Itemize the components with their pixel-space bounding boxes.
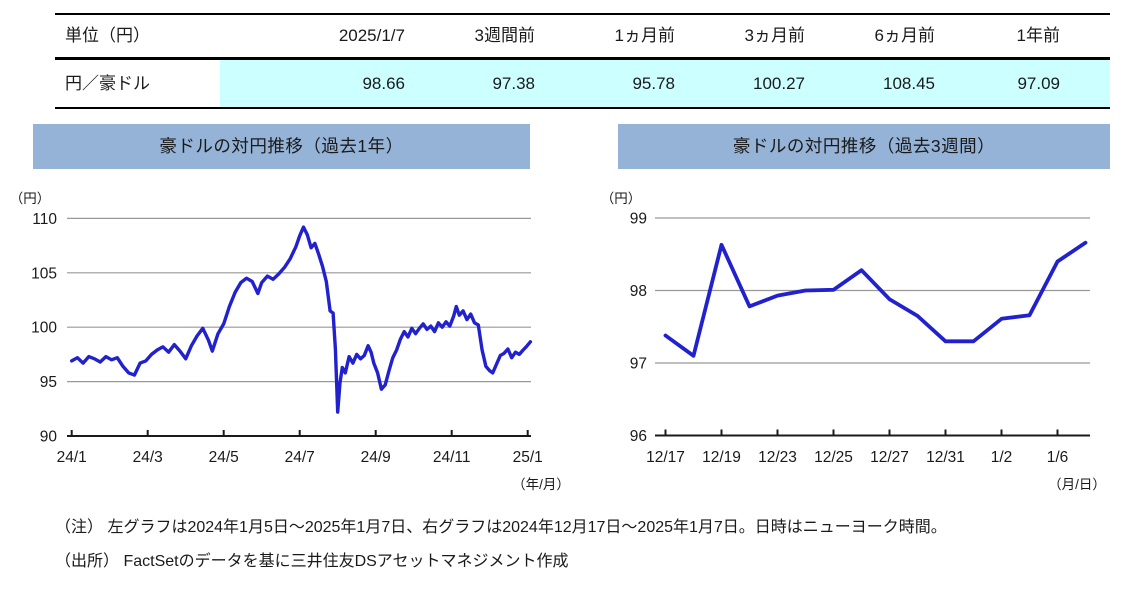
y-tick-label: 96	[630, 428, 647, 445]
x-tick-label: 1/6	[1047, 449, 1069, 466]
x-tick-label: 24/9	[361, 449, 391, 466]
table-header-latest: 2025/1/7	[338, 26, 405, 45]
table-header-1m: 1ヵ月前	[614, 26, 675, 45]
price-line	[663, 240, 1088, 358]
x-tick-label: 12/17	[646, 449, 685, 466]
source-text: （出所） FactSetのデータを基に三井住友DSアセットマネジメント作成	[55, 553, 569, 570]
rate-6m-ago: 108.45	[805, 60, 935, 107]
y-tick-label: 110	[32, 211, 57, 228]
y-tick-label: 98	[630, 283, 647, 300]
x-tick-label: 12/25	[814, 449, 853, 466]
price-line	[69, 225, 533, 414]
left-chart-title-band: 豪ドルの対円推移（過去1年）	[33, 124, 530, 169]
y-tick-label: 90	[40, 429, 58, 446]
x-tick-label: 12/31	[926, 449, 965, 466]
rate-3w-ago: 97.38	[405, 60, 535, 107]
pair-label: 円／豪ドル	[65, 74, 150, 93]
x-axis-note: （月/日）	[1048, 477, 1106, 492]
x-tick-label: 12/19	[702, 449, 741, 466]
x-tick-label: 24/3	[133, 449, 163, 466]
x-tick-label: 25/1	[513, 449, 543, 466]
left-chart: 90 95 100 105 110 24/1 24/3 24/5 24/7 24/9 24/11 25…	[10, 191, 570, 492]
rate-latest: 98.66	[220, 60, 405, 107]
y-unit-label: （円）	[10, 191, 51, 206]
x-axis-note: （年/月）	[512, 477, 570, 492]
y-tick-label: 105	[31, 265, 57, 282]
x-tick-label: 24/11	[433, 449, 471, 466]
rate-1y-ago: 97.09	[935, 60, 1110, 107]
x-tick-label: 24/1	[57, 449, 87, 466]
x-tick-label: 24/7	[285, 449, 315, 466]
rate-table-data-row: 円／豪ドル 98.66 97.38 95.78 100.27 108.45 97…	[55, 60, 1110, 107]
rate-3m-ago: 100.27	[675, 60, 805, 107]
rate-table-header-row: 単位（円） 2025/1/7 3週間前 1ヵ月前 3ヵ月前 6ヵ月前 1年前	[55, 15, 1110, 60]
x-tick-label: 12/23	[758, 449, 797, 466]
y-unit-label: （円）	[601, 191, 642, 206]
right-chart-title: 豪ドルの対円推移（過去3週間）	[732, 136, 996, 156]
table-header-3m: 3ヵ月前	[744, 26, 805, 45]
x-tick-label: 1/2	[991, 449, 1013, 466]
rate-1m-ago: 95.78	[535, 60, 675, 107]
y-tick-label: 95	[40, 374, 57, 391]
right-chart: 96 97 98 99 12/17 12/19 12/23 12/25 12/27 12/31 1/…	[601, 191, 1106, 492]
rate-table: 単位（円） 2025/1/7 3週間前 1ヵ月前 3ヵ月前 6ヵ月前 1年前 円…	[55, 13, 1110, 109]
y-tick-label: 97	[630, 356, 647, 373]
table-header-6m: 6ヵ月前	[874, 26, 935, 45]
table-header-1y: 1年前	[1016, 26, 1060, 45]
y-tick-label: 100	[31, 320, 57, 337]
table-header-3w: 3週間前	[474, 26, 535, 45]
right-chart-title-band: 豪ドルの対円推移（過去3週間）	[618, 124, 1110, 169]
left-chart-title: 豪ドルの対円推移（過去1年）	[159, 136, 404, 156]
y-tick-label: 99	[630, 211, 647, 228]
x-tick-label: 12/27	[870, 449, 909, 466]
x-tick-label: 24/5	[209, 449, 239, 466]
note-text: （注） 左グラフは2024年1月5日～2025年1月7日、右グラフは2024年1…	[55, 519, 947, 536]
table-header-unit: 単位（円）	[65, 26, 150, 45]
